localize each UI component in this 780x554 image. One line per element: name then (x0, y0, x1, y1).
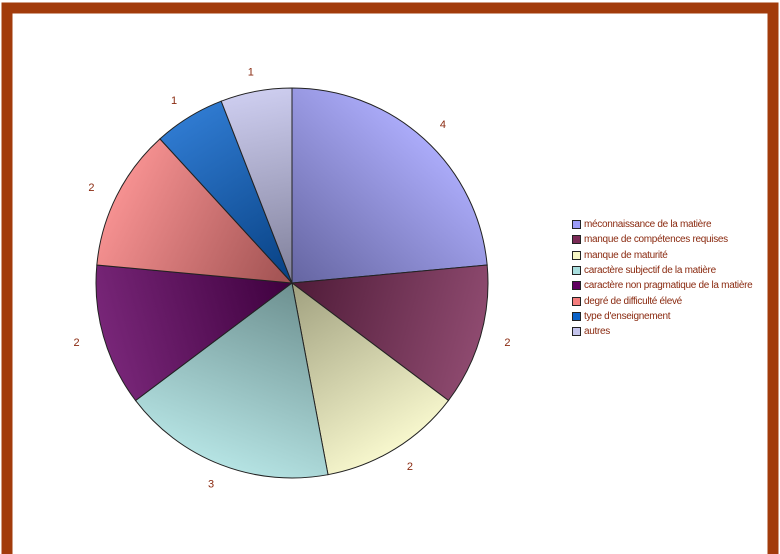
legend-label: type d'enseignement (584, 310, 671, 322)
legend-item: caractère non pragmatique de la matière (572, 278, 753, 293)
legend-item: méconnaissance de la matière (572, 217, 752, 232)
legend-item: manque de maturité (572, 248, 752, 263)
legend-label: caractère subjectif de la matière (584, 265, 716, 277)
legend-label: manque de compétences requises (584, 234, 728, 246)
legend-item: caractère subjectif de la matière (572, 263, 752, 278)
legend-swatch (572, 327, 581, 337)
pie-slice (291, 87, 488, 284)
legend-swatch (572, 250, 581, 260)
legend-swatch (572, 311, 581, 321)
pie-slice (290, 264, 489, 402)
legend-swatch (572, 296, 581, 306)
legend-label: caractère non pragmatique de la matière (584, 280, 753, 292)
legend-swatch (572, 235, 581, 245)
slice-data-label: 1 (248, 67, 254, 79)
legend-item: autres (572, 324, 752, 339)
legend-item: degré de difficulté élevé (572, 293, 752, 308)
legend-label: méconnaissance de la matière (584, 219, 712, 231)
slice-data-label: 2 (73, 337, 79, 349)
slice-data-label: 4 (440, 119, 446, 131)
pie-slice (95, 264, 294, 402)
slice-data-label: 3 (208, 478, 214, 490)
legend-item: type d'enseignement (572, 309, 752, 324)
pie-slices (95, 87, 489, 479)
legend-item: manque de compétences requises (572, 232, 752, 247)
legend-swatch (572, 220, 581, 230)
legend-swatch (572, 266, 581, 276)
slice-data-label: 1 (171, 95, 177, 107)
legend: méconnaissance de la matière manque de co… (572, 217, 753, 339)
pie-data-labels: 4 2 2 3 2 2 1 1 (73, 67, 510, 491)
pie-slice (220, 87, 293, 284)
pie-slice (134, 282, 329, 479)
legend-label: manque de maturité (584, 249, 668, 261)
pie-slice (96, 138, 294, 284)
slice-data-label: 2 (504, 337, 510, 349)
legend-swatch (572, 281, 581, 291)
slice-data-label: 2 (88, 182, 94, 194)
legend-label: degré de difficulté élevé (584, 295, 682, 307)
slice-data-label: 2 (407, 461, 413, 473)
legend-label: autres (584, 326, 610, 338)
pie-slice (291, 281, 450, 476)
